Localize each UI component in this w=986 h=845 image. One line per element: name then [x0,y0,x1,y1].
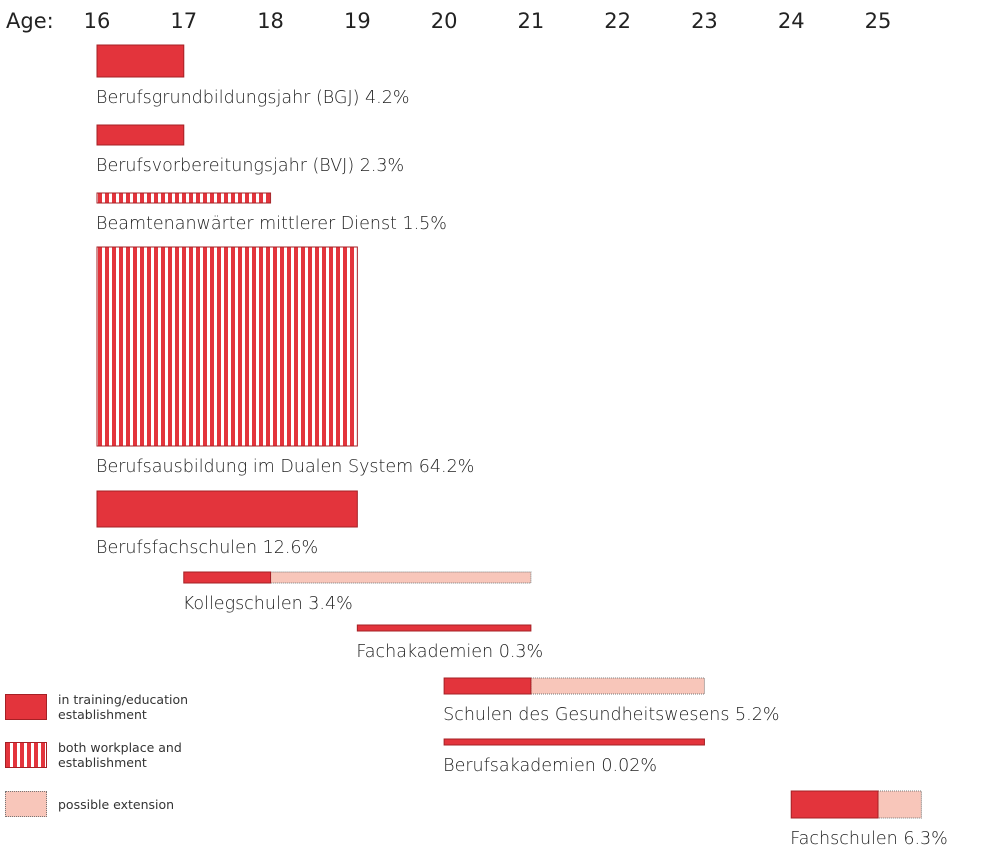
axis-label: Age: [6,9,54,33]
program-bar [356,624,532,632]
program-label: Kollegschulen 3.4% [183,594,353,614]
program-bar [96,246,358,447]
age-tick: 19 [344,9,371,33]
program-label: Fachakademien 0.3% [356,642,543,662]
legend-item: both workplace and establishment [5,740,208,770]
legend-item: possible extension [5,791,208,817]
legend-swatch [5,791,47,817]
program-bar [96,192,272,204]
extension-bar [270,571,532,584]
program-label: Fachschulen 6.3% [790,829,948,845]
program-bar [790,790,879,819]
program-bar [96,490,358,528]
program-label: Berufsgrundbildungsjahr (BGJ) 4.2% [96,88,410,108]
legend-swatch [5,694,47,720]
program-label: Schulen des Gesundheitswesens 5.2% [443,705,779,725]
legend-item: in training/education establishment [5,692,208,722]
legend-swatch [5,742,47,768]
program-label: Beamtenanwärter mittlerer Dienst 1.5% [96,214,447,234]
program-bar [443,677,532,695]
age-tick: 23 [691,9,718,33]
age-tick: 20 [431,9,458,33]
program-bar [183,571,272,584]
extension-bar [530,677,705,695]
program-label: Berufsvorbereitungsjahr (BVJ) 2.3% [96,156,404,176]
legend-label: possible extension [58,796,175,812]
program-label: Berufsakademien 0.02% [443,756,657,776]
age-tick: 18 [257,9,284,33]
legend-label: in training/education establishment [58,692,189,722]
age-tick: 25 [865,9,892,33]
program-label: Berufsfachschulen 12.6% [96,538,318,558]
age-tick: 21 [518,9,545,33]
age-tick: 16 [84,9,111,33]
legend-label: both workplace and establishment [58,740,182,770]
program-label: Berufsausbildung im Dualen System 64.2% [96,457,474,477]
extension-bar [877,790,922,819]
program-bar [96,44,185,78]
program-bar [96,124,185,146]
age-tick: 24 [778,9,805,33]
age-tick: 17 [170,9,197,33]
program-bar [443,738,705,746]
age-tick: 22 [604,9,631,33]
